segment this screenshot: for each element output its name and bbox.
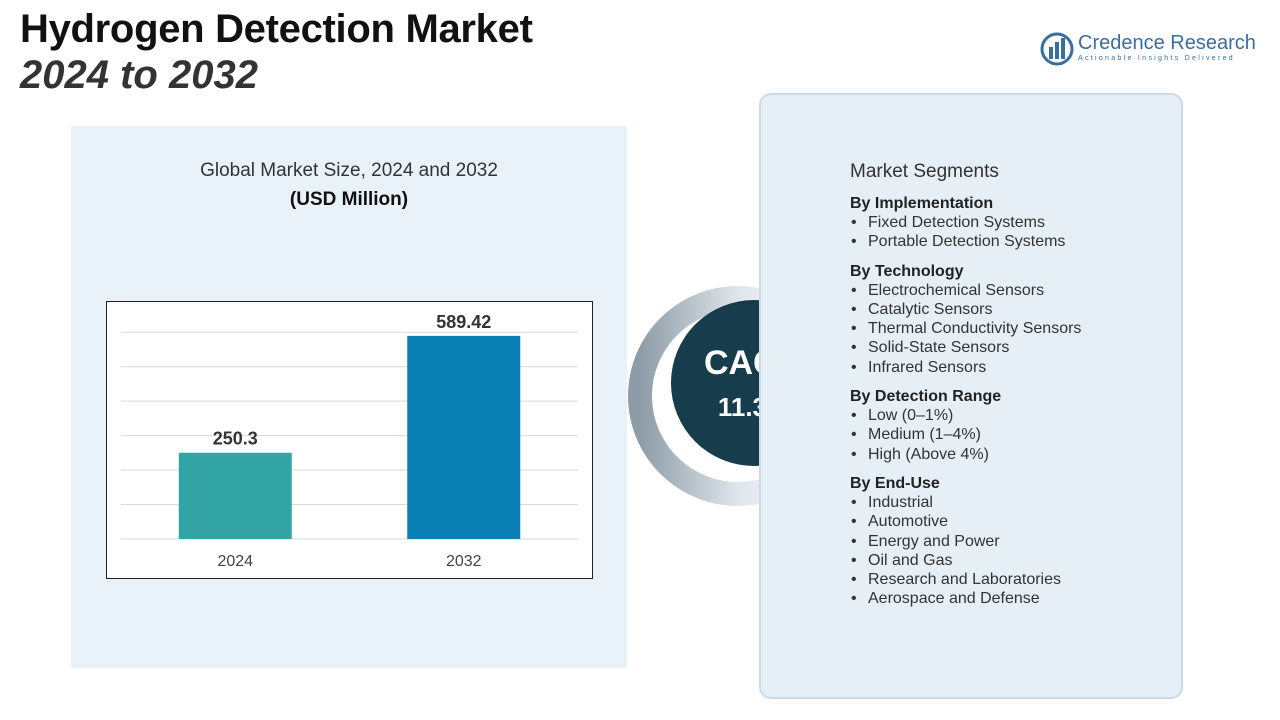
segment-group: By TechnologyElectrochemical SensorsCata… <box>850 262 1230 378</box>
segment-group: By Detection RangeLow (0–1%)Medium (1–4%… <box>850 387 1230 464</box>
segment-item: Portable Detection Systems <box>850 232 1230 252</box>
segment-item: Medium (1–4%) <box>850 425 1230 445</box>
segment-group-title: By End-Use <box>850 474 940 492</box>
segment-list: Fixed Detection SystemsPortable Detectio… <box>850 213 1230 252</box>
segments-content: Market Segments By ImplementationFixed D… <box>850 160 1230 619</box>
segment-list: Electrochemical SensorsCatalytic Sensors… <box>850 281 1230 378</box>
segment-item: Infrared Sensors <box>850 358 1230 378</box>
segment-group: By End-UseIndustrialAutomotiveEnergy and… <box>850 474 1230 609</box>
x-tick-label: 2024 <box>217 553 253 570</box>
segment-item: Oil and Gas <box>850 551 1230 571</box>
segment-list: Low (0–1%)Medium (1–4%)High (Above 4%) <box>850 406 1230 464</box>
logo-name: Credence Research <box>1078 32 1256 54</box>
segment-item: Aerospace and Defense <box>850 589 1230 609</box>
bar-2032 <box>407 335 521 539</box>
credence-research-logo: Credence Research Actionable Insights De… <box>1040 30 1260 70</box>
bar-chart-svg: 250.3 2024 589.42 2032 <box>121 312 578 570</box>
segment-item: Energy and Power <box>850 532 1230 552</box>
segment-item: Fixed Detection Systems <box>850 213 1230 233</box>
title-line-1: Hydrogen Detection Market <box>20 7 533 51</box>
bar-chart: 250.3 2024 589.42 2032 <box>106 301 593 579</box>
segments-heading: Market Segments <box>850 161 999 182</box>
segment-group-title: By Technology <box>850 262 964 280</box>
segment-group-title: By Detection Range <box>850 388 1002 406</box>
logo-icon <box>1040 32 1074 66</box>
segment-item: Solid-State Sensors <box>850 338 1230 358</box>
segment-group: By ImplementationFixed Detection Systems… <box>850 194 1230 252</box>
segment-item: Automotive <box>850 512 1230 532</box>
page-title: Hydrogen Detection Market 2024 to 2032 <box>20 6 533 98</box>
chart-title: Global Market Size, 2024 and 2032 <box>200 160 498 181</box>
segment-item: Research and Laboratories <box>850 570 1230 590</box>
bar-2024 <box>178 452 292 539</box>
segment-item: High (Above 4%) <box>850 445 1230 465</box>
bar-value-label: 589.42 <box>436 312 491 332</box>
segment-item: Catalytic Sensors <box>850 300 1230 320</box>
segment-group-title: By Implementation <box>850 195 994 212</box>
segment-item: Low (0–1%) <box>850 406 1230 426</box>
segment-groups: By ImplementationFixed Detection Systems… <box>850 194 1230 609</box>
chart-subtitle: (USD Million) <box>289 189 409 210</box>
segment-item: Industrial <box>850 493 1230 513</box>
segment-list: IndustrialAutomotiveEnergy and PowerOil … <box>850 493 1230 609</box>
x-tick-label: 2032 <box>446 553 482 570</box>
segment-item: Thermal Conductivity Sensors <box>850 319 1230 339</box>
segment-item: Electrochemical Sensors <box>850 281 1230 301</box>
logo-tagline: Actionable Insights Delivered <box>1078 55 1235 62</box>
title-line-2: 2024 to 2032 <box>20 53 258 97</box>
bar-value-label: 250.3 <box>213 429 258 449</box>
